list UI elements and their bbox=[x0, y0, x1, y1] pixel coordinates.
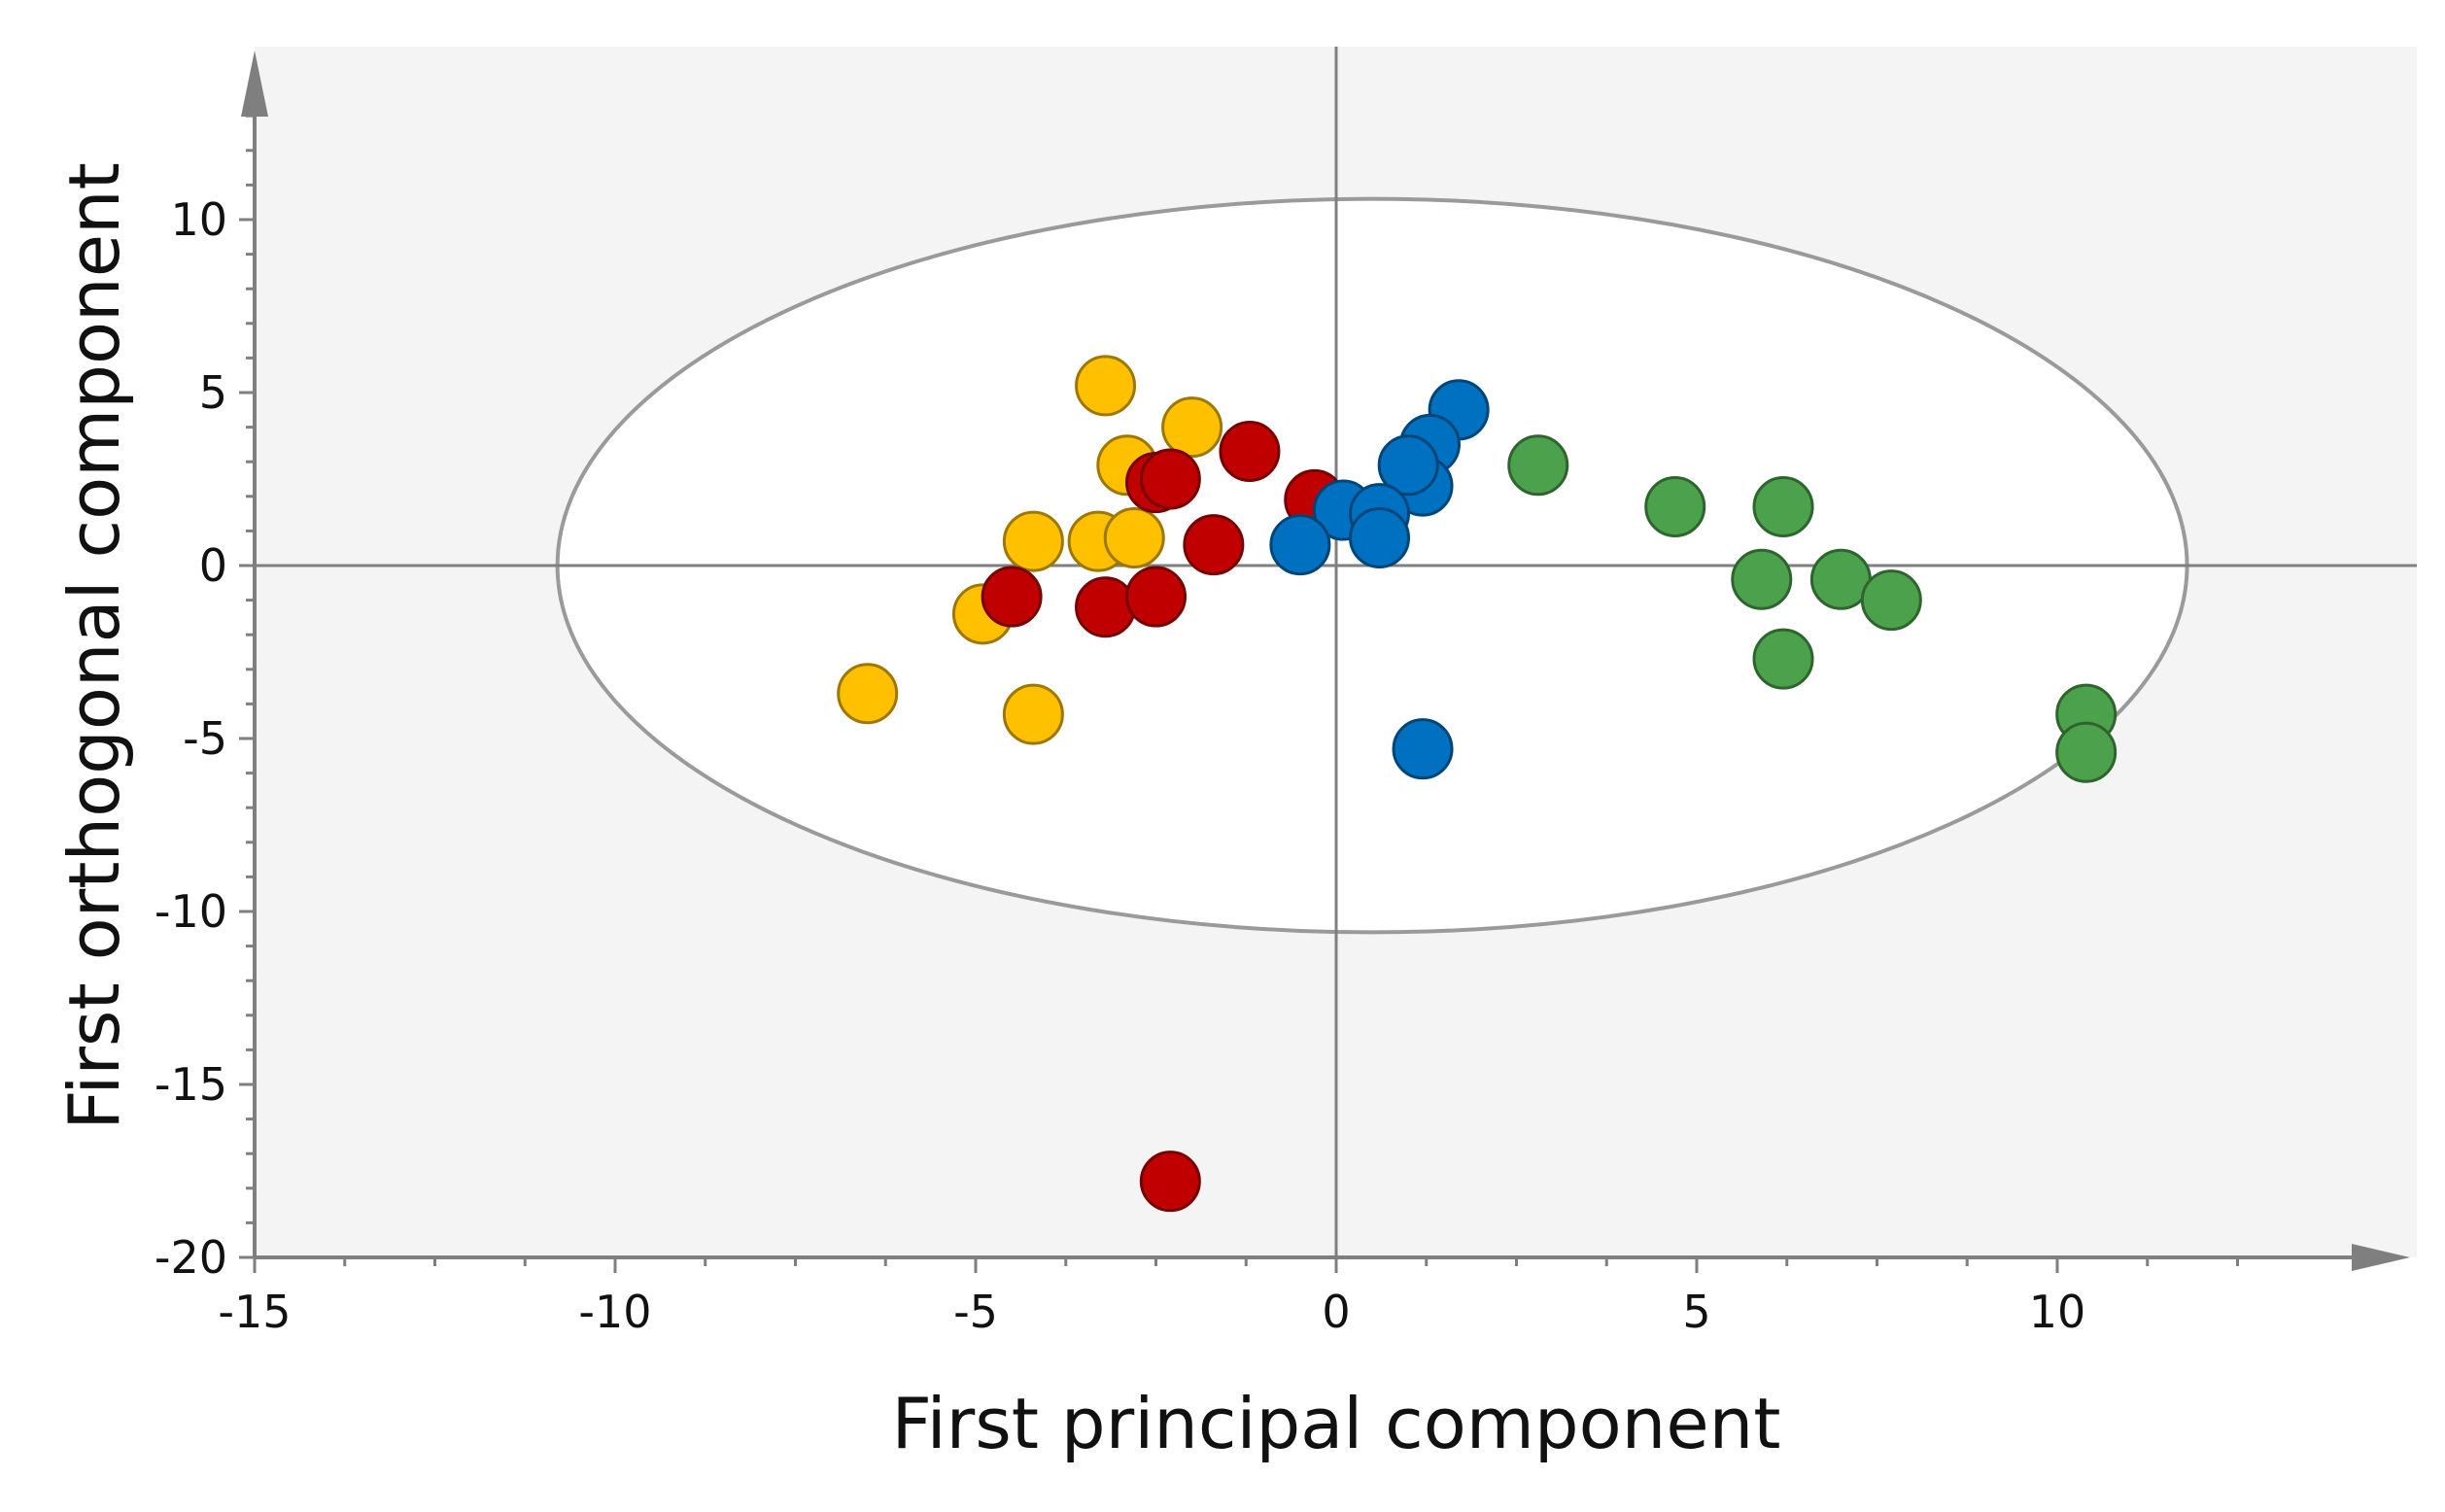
data-point bbox=[1731, 548, 1793, 610]
series-4 bbox=[1507, 434, 2118, 783]
y-tick-label: 5 bbox=[199, 366, 227, 419]
x-tick-label: -15 bbox=[218, 1286, 291, 1338]
data-point bbox=[1183, 514, 1245, 576]
x-axis-arrow-icon bbox=[2352, 1244, 2410, 1271]
data-point bbox=[1002, 683, 1064, 745]
x-axis-title: First principal component bbox=[892, 1383, 1781, 1464]
data-point bbox=[1269, 514, 1331, 576]
y-tick-label: 0 bbox=[199, 539, 227, 592]
data-point bbox=[1752, 628, 1814, 690]
data-point bbox=[1002, 510, 1064, 572]
x-tick-label: -10 bbox=[578, 1286, 651, 1338]
data-point bbox=[1507, 434, 1569, 497]
data-point bbox=[1075, 576, 1137, 638]
y-axis-title: First orthogonal component bbox=[53, 162, 135, 1130]
data-point bbox=[1392, 718, 1454, 780]
x-tick-label: -5 bbox=[953, 1286, 998, 1338]
y-tick-label: -20 bbox=[155, 1231, 227, 1284]
y-tick-label: -5 bbox=[183, 712, 227, 765]
data-point bbox=[981, 566, 1043, 628]
x-tick-label: 10 bbox=[2029, 1286, 2086, 1338]
data-point bbox=[1075, 355, 1137, 417]
series-2 bbox=[981, 421, 1346, 1213]
data-point bbox=[1219, 421, 1281, 483]
series-3 bbox=[1269, 379, 1490, 780]
data-point bbox=[2055, 721, 2118, 783]
y-tick-label: -10 bbox=[155, 885, 227, 938]
data-point bbox=[1349, 507, 1411, 569]
data-point bbox=[1377, 434, 1439, 497]
data-point bbox=[1644, 475, 1706, 537]
y-axis-arrow-icon bbox=[241, 51, 268, 117]
y-tick-label: -15 bbox=[155, 1058, 227, 1111]
data-point bbox=[1103, 507, 1165, 569]
data-point bbox=[1125, 566, 1187, 628]
series-1 bbox=[837, 355, 1223, 745]
data-point bbox=[1139, 448, 1201, 510]
data-point bbox=[1752, 475, 1814, 537]
data-point bbox=[1161, 396, 1223, 459]
x-tick-label: 5 bbox=[1682, 1286, 1710, 1338]
data-point bbox=[837, 663, 899, 725]
y-tick-label: 10 bbox=[170, 193, 227, 246]
x-tick-label: 0 bbox=[1322, 1286, 1350, 1338]
data-point bbox=[1139, 1151, 1201, 1213]
data-point bbox=[1860, 569, 1922, 632]
